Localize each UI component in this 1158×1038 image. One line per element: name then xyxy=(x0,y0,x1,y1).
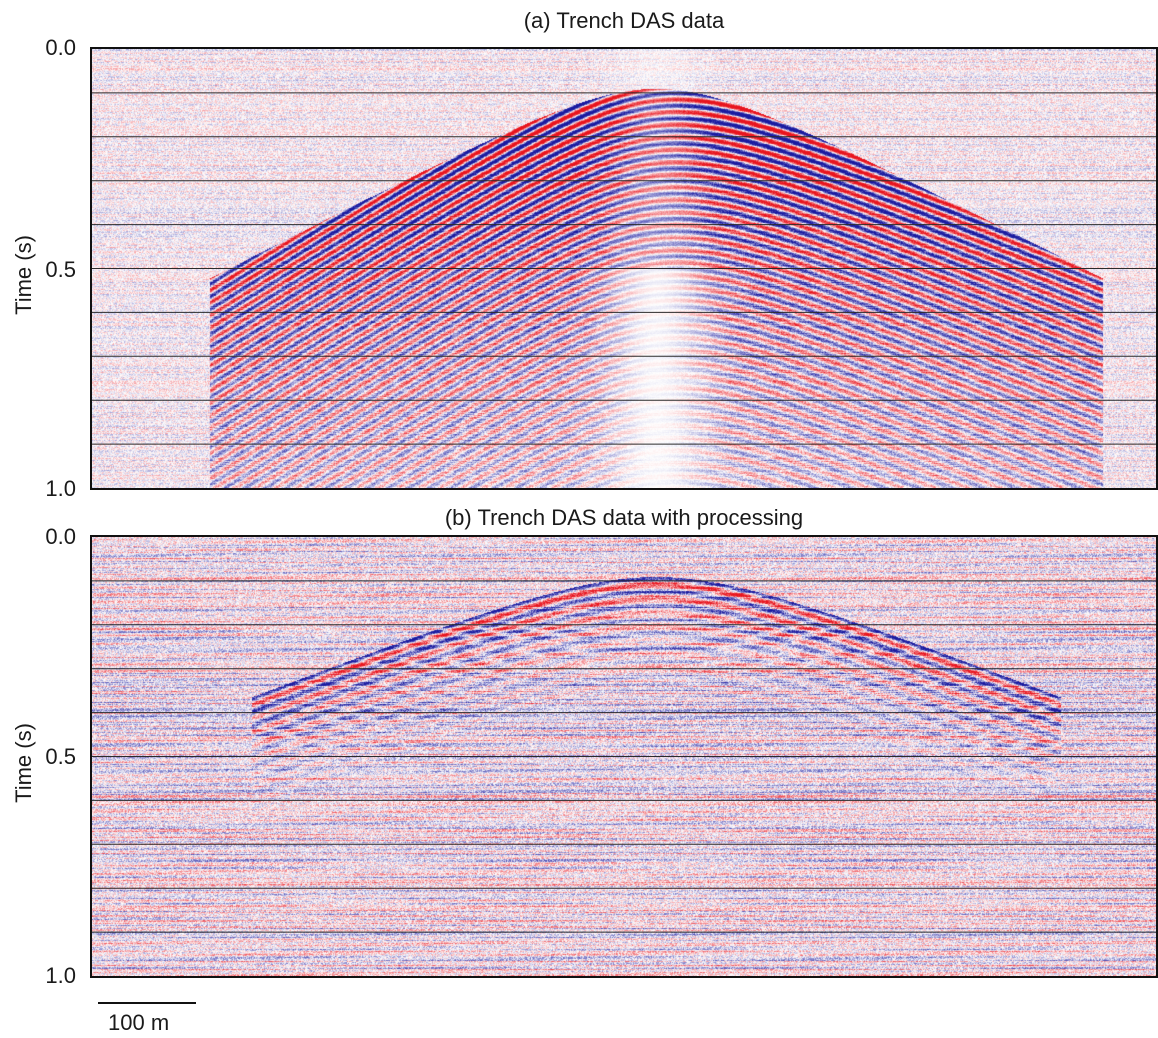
panel-a-ytick-2: 1.0 xyxy=(45,476,76,501)
panel-a-gridlines xyxy=(92,92,1156,445)
panel-a-seismic-section xyxy=(90,47,1158,490)
scale-bar-label: 100 m xyxy=(108,1010,170,1035)
panel-b-gridlines xyxy=(92,580,1156,933)
panel-b-ylabel: Time (s) xyxy=(10,723,36,803)
panel-a-ytick-1: 0.5 xyxy=(45,257,76,282)
panel-a-ylabel: Time (s) xyxy=(10,235,36,315)
panel-a-title: (a) Trench DAS data xyxy=(523,8,725,33)
panel-b-ytick-0: 0.0 xyxy=(45,524,76,549)
panel-b-ytick-1: 0.5 xyxy=(45,744,76,769)
panel-b-ytick-2: 1.0 xyxy=(45,963,76,988)
panel-b-title: (b) Trench DAS data with processing xyxy=(444,505,804,530)
scale-bar xyxy=(98,1002,196,1004)
panel-b-seismic-section xyxy=(90,535,1158,978)
panel-a-ytick-0: 0.0 xyxy=(45,35,76,60)
